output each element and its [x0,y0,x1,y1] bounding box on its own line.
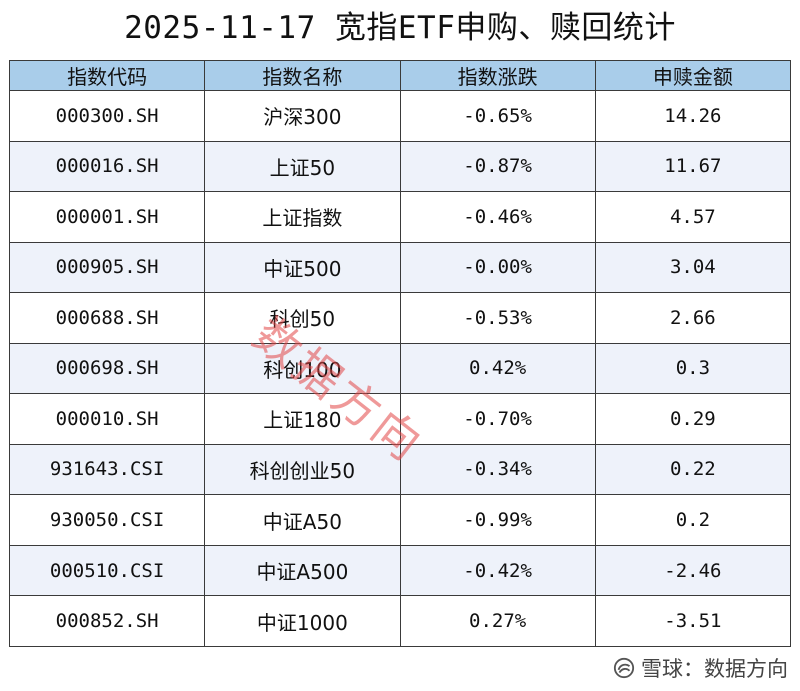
cell-index-change: -0.53% [399,292,596,344]
table-row: 000698.SH 科创100 0.42% 0.3 [8,342,792,395]
cell-index-name: 沪深300 [204,90,401,142]
table-row: 931643.CSI 科创创业50 -0.34% 0.22 [8,443,792,496]
cell-index-name: 中证1000 [204,595,401,647]
table-header-row: 指数代码 指数名称 指数涨跌 申赎金额 [8,60,792,91]
cell-index-name: 科创50 [204,292,401,344]
table-row: 000510.CSI 中证A500 -0.42% -2.46 [8,544,792,597]
cell-index-change: -0.42% [399,544,596,597]
cell-subscription-amount: 0.2 [594,494,792,546]
cell-subscription-amount: 3.04 [594,241,792,294]
cell-index-name: 科创创业50 [204,443,401,496]
etf-table: 指数代码 指数名称 指数涨跌 申赎金额 000300.SH 沪深300 -0.6… [8,60,792,647]
cell-index-name: 上证50 [204,140,401,193]
cell-index-code: 000001.SH [8,191,206,243]
cell-subscription-amount: 0.29 [594,393,792,445]
cell-index-change: 0.27% [399,595,596,647]
table-row: 000010.SH 上证180 -0.70% 0.29 [8,393,792,445]
header-index-name: 指数名称 [204,60,401,91]
cell-index-code: 000688.SH [8,292,206,344]
table-row: 000300.SH 沪深300 -0.65% 14.26 [8,90,792,142]
header-subscription-amount: 申赎金额 [594,60,792,91]
cell-index-name: 科创100 [204,342,401,395]
cell-index-code: 000698.SH [8,342,206,395]
cell-index-name: 上证180 [204,393,401,445]
page-title: 2025-11-17 宽指ETF申购、赎回统计 [124,10,676,46]
cell-index-name: 中证500 [204,241,401,294]
cell-index-code: 000010.SH [8,393,206,445]
cell-index-code: 000016.SH [8,140,206,193]
cell-index-code: 000905.SH [8,241,206,294]
cell-index-code: 931643.CSI [8,443,206,496]
cell-index-code: 000852.SH [8,595,206,647]
cell-index-code: 000300.SH [8,90,206,142]
cell-index-name: 中证A500 [204,544,401,597]
footer-text: 雪球：数据方向 [641,657,788,681]
cell-subscription-amount: -2.46 [594,544,792,597]
cell-subscription-amount: 14.26 [594,90,792,142]
cell-index-name: 中证A50 [204,494,401,546]
cell-index-code: 000510.CSI [8,544,206,597]
table-row: 000016.SH 上证50 -0.87% 11.67 [8,140,792,193]
header-index-change: 指数涨跌 [399,60,596,91]
cell-index-change: -0.65% [399,90,596,142]
table-row: 000001.SH 上证指数 -0.46% 4.57 [8,191,792,243]
snowball-logo-icon [613,657,635,679]
header-index-code: 指数代码 [8,60,206,91]
cell-index-change: -0.46% [399,191,596,243]
table-row: 000852.SH 中证1000 0.27% -3.51 [8,595,792,647]
cell-index-change: -0.00% [399,241,596,294]
cell-index-change: -0.34% [399,443,596,496]
table-row: 000688.SH 科创50 -0.53% 2.66 [8,292,792,344]
cell-index-name: 上证指数 [204,191,401,243]
cell-index-change: 0.42% [399,342,596,395]
cell-subscription-amount: 4.57 [594,191,792,243]
cell-index-change: -0.99% [399,494,596,546]
table-row: 930050.CSI 中证A50 -0.99% 0.2 [8,494,792,546]
cell-subscription-amount: 2.66 [594,292,792,344]
cell-subscription-amount: 0.3 [594,342,792,395]
cell-subscription-amount: 11.67 [594,140,792,193]
cell-index-change: -0.87% [399,140,596,193]
cell-subscription-amount: -3.51 [594,595,792,647]
footer-credit: 雪球：数据方向 [613,653,788,683]
table-row: 000905.SH 中证500 -0.00% 3.04 [8,241,792,294]
cell-subscription-amount: 0.22 [594,443,792,496]
cell-index-code: 930050.CSI [8,494,206,546]
cell-index-change: -0.70% [399,393,596,445]
